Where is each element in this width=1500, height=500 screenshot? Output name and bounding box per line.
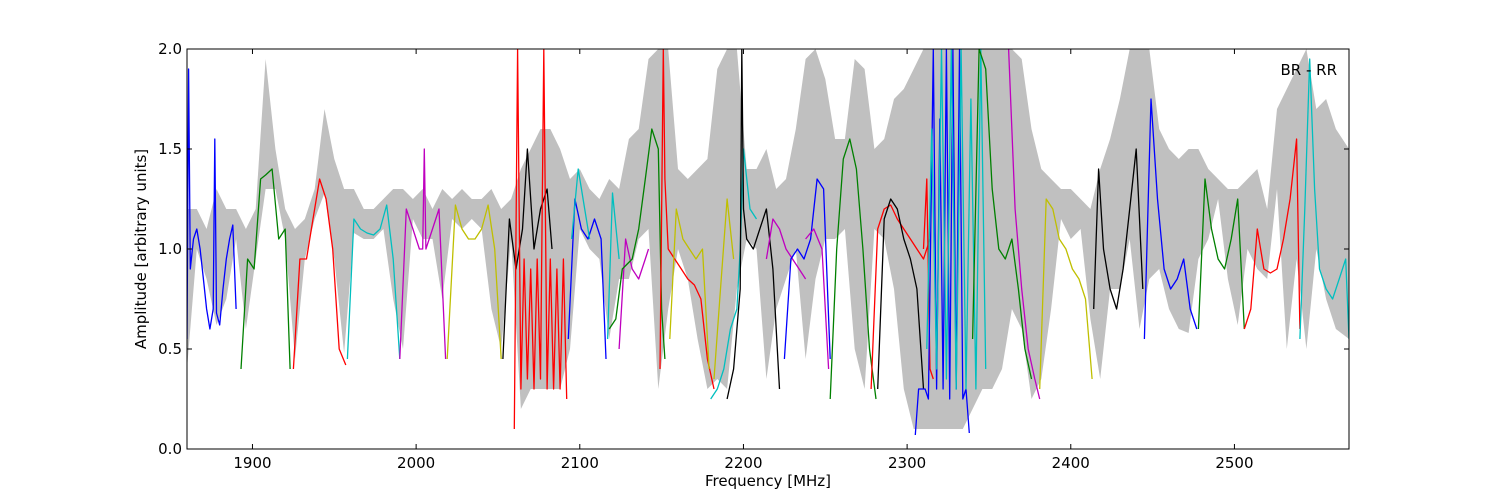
series-line-11 bbox=[606, 192, 620, 340]
series-line-32 bbox=[1143, 98, 1198, 340]
series-line-19 bbox=[765, 218, 807, 280]
series-line-12 bbox=[618, 238, 650, 350]
series-line-26 bbox=[914, 49, 970, 436]
envelope-layer bbox=[187, 49, 1349, 429]
series-line-34 bbox=[1243, 138, 1301, 330]
x-tick-label: 2100 bbox=[561, 454, 599, 472]
series-line-31 bbox=[1093, 148, 1144, 310]
series-line-20 bbox=[783, 178, 831, 360]
series-line-29 bbox=[1007, 49, 1041, 400]
x-tick-label: 2000 bbox=[397, 454, 435, 472]
series-line-15 bbox=[669, 208, 710, 370]
series-line-27 bbox=[926, 49, 987, 390]
series-line-5 bbox=[399, 148, 447, 360]
chart-annotation: BR - RR bbox=[1280, 61, 1337, 79]
series-line-3 bbox=[292, 178, 347, 370]
series-line-24 bbox=[877, 198, 925, 390]
series-line-33 bbox=[1197, 178, 1245, 330]
x-axis-label: Frequency [MHz] bbox=[705, 472, 831, 490]
series-line-13 bbox=[608, 128, 666, 360]
series-line-16 bbox=[710, 148, 758, 400]
x-tick-label: 2300 bbox=[888, 454, 926, 472]
y-axis: 0.0 0.5 1.0 1.5 2.0 bbox=[158, 40, 1349, 458]
series-line-1 bbox=[187, 68, 237, 340]
x-tick-label: 2200 bbox=[724, 454, 762, 472]
series-line-17 bbox=[713, 198, 735, 380]
envelope-band bbox=[187, 49, 1349, 429]
x-tick-label: 2400 bbox=[1052, 454, 1090, 472]
series-line-28 bbox=[971, 49, 1033, 380]
series-layer bbox=[187, 49, 1349, 436]
y-axis-label: Amplitude [arbitrary units] bbox=[132, 149, 150, 349]
series-line-14 bbox=[659, 49, 715, 390]
y-tick-label: 1.5 bbox=[158, 140, 182, 158]
series-line-35 bbox=[1299, 58, 1349, 340]
y-tick-label: 1.0 bbox=[158, 240, 182, 258]
series-line-22 bbox=[829, 138, 877, 400]
series-line-30 bbox=[1039, 198, 1093, 390]
y-tick-label: 0.0 bbox=[158, 440, 182, 458]
series-line-18 bbox=[726, 49, 781, 400]
series-line-6 bbox=[446, 204, 502, 360]
series-line-8 bbox=[513, 49, 568, 430]
y-tick-label: 0.5 bbox=[158, 340, 182, 358]
series-line-21 bbox=[805, 228, 830, 370]
series-line-10 bbox=[570, 168, 591, 240]
x-tick-label: 2500 bbox=[1215, 454, 1253, 472]
x-axis: 1900 2000 2100 2200 2300 2400 2500 bbox=[233, 49, 1254, 472]
series-line-4 bbox=[346, 204, 401, 360]
series-line-2 bbox=[240, 168, 291, 370]
x-tick-label: 1900 bbox=[233, 454, 271, 472]
y-tick-label: 2.0 bbox=[158, 40, 182, 58]
